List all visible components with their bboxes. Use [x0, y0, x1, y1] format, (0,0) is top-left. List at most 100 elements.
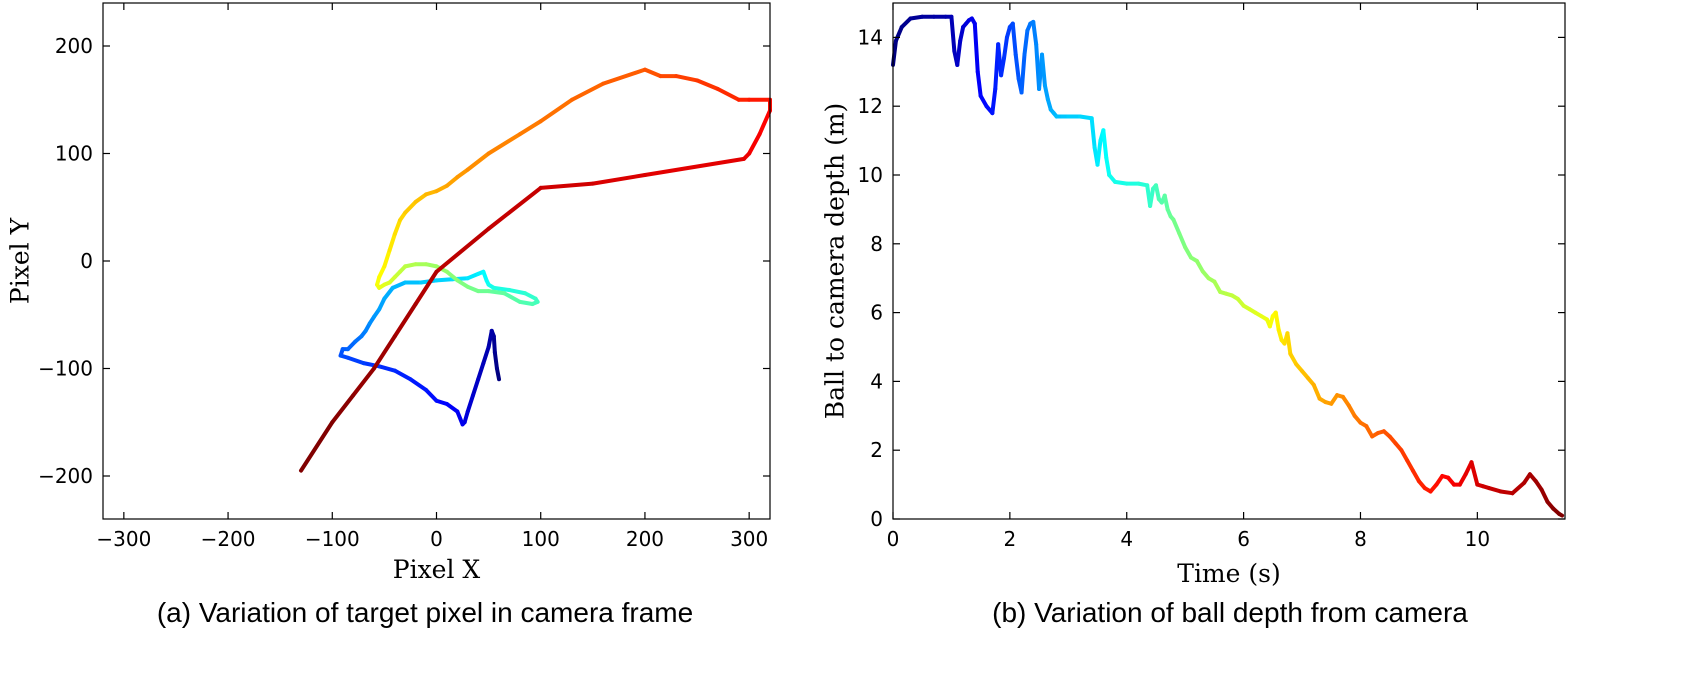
series-0-segment-2 — [899, 16, 913, 30]
series-0-segment-46 — [517, 299, 535, 306]
series-0-segment-79 — [569, 81, 606, 102]
x-tick-label-1: −200 — [201, 527, 256, 551]
series-0-segment-31 — [390, 280, 408, 290]
series-0-segment-30 — [1022, 28, 1030, 57]
plot-b-x-axis-label: Time (s) — [1177, 559, 1280, 588]
y-tick-label-7: 14 — [858, 25, 883, 49]
series-0-segment-15 — [972, 21, 980, 74]
series-0-segment-48 — [486, 289, 507, 296]
x-tick-label-0: 0 — [887, 527, 900, 551]
series-0-segment-34 — [434, 277, 455, 283]
series-0-segment-92 — [1311, 382, 1322, 401]
y-tick-label-0: 0 — [870, 507, 883, 531]
series-0-segment-7 — [949, 14, 957, 54]
series-0-segment-122 — [1487, 486, 1503, 494]
series-0-segment-84 — [695, 78, 720, 91]
plot-a-x-axis-label: Pixel X — [393, 555, 481, 584]
series-0-segment-5 — [481, 345, 491, 366]
series-0-segment-42 — [507, 288, 528, 296]
series-0-segment-26 — [1010, 21, 1018, 57]
series-0-segment-6 — [476, 361, 486, 382]
series-0-segment-9 — [955, 38, 963, 67]
series-0-segment-16 — [392, 368, 413, 382]
series-0-segment-52 — [444, 269, 460, 283]
series-0-segment-1 — [492, 350, 499, 371]
plot-a: −300 −200 −100 0 100 200 300 −200 −100 0 100 200 Pi… — [6, 2, 772, 628]
series-0-segment-30 — [382, 285, 395, 301]
plot-a-caption: (a) Variation of target pixel in camera … — [157, 597, 693, 628]
series-0-segment-64 — [1171, 217, 1182, 236]
x-tick-label-5: 200 — [626, 527, 664, 551]
series-0-segment-99 — [371, 334, 397, 371]
series-0-segment-1 — [893, 25, 904, 43]
series-0-segment-29 — [1019, 52, 1027, 95]
y-tick-label-6: 12 — [858, 94, 883, 118]
series-0-segment-15 — [408, 377, 429, 392]
series-0-segment-16 — [975, 69, 983, 98]
series-0-segment-100 — [351, 366, 376, 398]
plot-a-frame — [102, 2, 771, 520]
series-0-segment-7 — [470, 377, 481, 398]
y-tick-label-3: 100 — [55, 142, 93, 166]
x-tick-label-2: −100 — [305, 527, 360, 551]
series-0-segment-19 — [990, 87, 998, 116]
series-0-segment-66 — [387, 232, 397, 253]
y-tick-label-2: 0 — [80, 249, 93, 273]
series-0-segment-93 — [590, 173, 647, 186]
series-0-segment-19 — [345, 355, 366, 366]
series-0-segment-119 — [1469, 460, 1480, 487]
series-0-segment-98 — [392, 302, 418, 339]
series-0-segment-23 — [1002, 35, 1009, 61]
y-tick-label-2: 4 — [870, 369, 883, 393]
y-tick-label-3: 6 — [870, 301, 883, 325]
plot-b-frame — [892, 2, 1566, 520]
series-0-segment-65 — [382, 248, 392, 269]
series-0-segment-96 — [434, 226, 491, 274]
plot-b-depth-line — [891, 14, 1565, 518]
series-0-segment-92 — [642, 156, 746, 177]
x-tick-label-5: 10 — [1465, 527, 1490, 551]
y-tick-label-5: 10 — [858, 163, 883, 187]
y-tick-label-4: 8 — [870, 232, 883, 256]
series-0-segment-37 — [1042, 83, 1050, 102]
series-0-segment-56 — [1148, 186, 1156, 208]
x-tick-label-6: 300 — [730, 527, 768, 551]
plot-a-trajectory — [299, 67, 772, 473]
plot-b-y-axis-label: Ball to camera depth (m) — [821, 103, 850, 420]
series-0-segment-131 — [1557, 511, 1565, 518]
x-tick-label-3: 0 — [430, 527, 443, 551]
series-0-segment-22 — [999, 56, 1007, 78]
series-0-segment-51 — [455, 278, 470, 289]
series-0-segment-17 — [377, 364, 397, 373]
series-0-segment-77 — [517, 119, 543, 137]
plot-b-ticks: 0 2 4 6 8 10 0 2 4 6 8 10 12 14 — [858, 3, 1565, 551]
series-0-segment-61 — [1162, 193, 1170, 212]
series-0-segment-41 — [491, 285, 512, 293]
series-0-segment-80 — [601, 67, 647, 86]
series-0-segment-67 — [392, 218, 403, 237]
plot-a-ticks: −300 −200 −100 0 100 200 300 −200 −100 0 100 200 — [38, 3, 770, 551]
plot-b-caption: (b) Variation of ball depth from camera — [992, 597, 1468, 628]
y-tick-label-1: −100 — [38, 357, 93, 381]
series-0-segment-27 — [1013, 52, 1021, 81]
series-0-segment-49 — [1101, 128, 1109, 160]
series-0-segment-85 — [715, 87, 741, 102]
series-0-segment-45 — [1089, 116, 1097, 150]
x-tick-label-4: 8 — [1354, 527, 1367, 551]
series-0-segment-90 — [747, 132, 762, 156]
series-0-segment-2 — [491, 334, 497, 355]
series-0-segment-65 — [1177, 231, 1188, 250]
series-0-segment-47 — [1095, 138, 1103, 167]
series-0-segment-70 — [413, 192, 429, 204]
series-0-segment-83 — [1273, 310, 1281, 332]
series-0-segment-69 — [403, 199, 418, 215]
series-0-segment-47 — [502, 291, 522, 304]
series-0-segment-11 — [455, 409, 465, 427]
series-0-segment-73 — [444, 175, 460, 188]
series-0-segment-76 — [486, 132, 522, 156]
x-tick-label-2: 4 — [1120, 527, 1133, 551]
series-0-segment-75 — [465, 151, 491, 172]
plot-a-y-axis-label: Pixel Y — [6, 217, 35, 304]
series-0-segment-78 — [538, 97, 574, 124]
y-tick-label-0: −200 — [38, 464, 93, 488]
